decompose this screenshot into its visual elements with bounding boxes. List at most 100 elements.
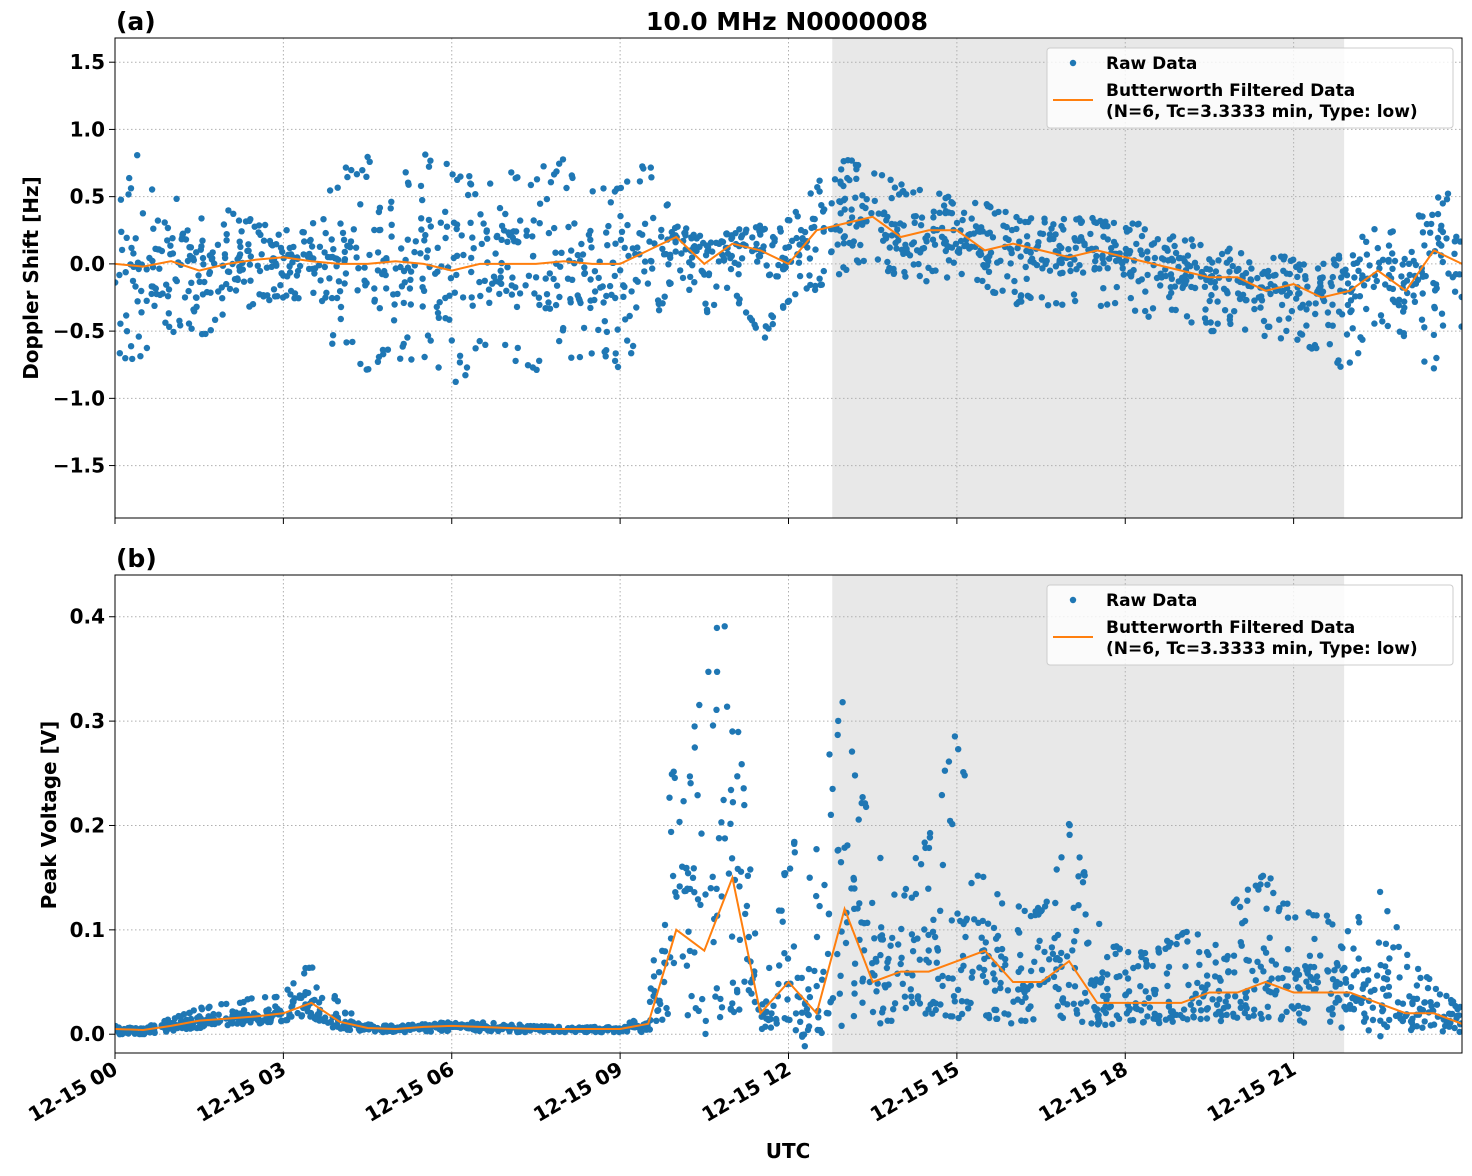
raw-data-point [1295, 1010, 1303, 1017]
raw-data-point [190, 257, 197, 264]
raw-data-point [284, 1016, 291, 1024]
raw-data-point [394, 290, 401, 298]
raw-data-point [664, 201, 671, 208]
raw-data-point [561, 1028, 569, 1036]
raw-data-point [376, 305, 383, 312]
axes-frame [114, 574, 1463, 1054]
raw-data-point [1204, 981, 1211, 988]
raw-data-point [169, 250, 177, 257]
raw-data-point [1337, 943, 1345, 950]
raw-data-point [670, 768, 677, 775]
raw-data-point [667, 828, 675, 836]
raw-data-point [997, 984, 1004, 992]
raw-data-point [366, 158, 373, 165]
raw-data-point [1011, 288, 1018, 295]
raw-data-point [1251, 297, 1258, 304]
raw-data-point [1091, 982, 1098, 989]
legend-raw-marker [1069, 596, 1077, 604]
raw-data-point [1262, 985, 1269, 992]
raw-data-point [377, 226, 384, 234]
raw-data-point [1183, 928, 1190, 936]
raw-data-point [328, 236, 335, 243]
raw-data-point [922, 1010, 929, 1017]
raw-data-point [118, 246, 126, 254]
raw-data-point [644, 280, 652, 287]
raw-data-point [621, 283, 628, 290]
raw-data-point [684, 1012, 691, 1019]
raw-data-point [546, 270, 553, 277]
raw-data-point [1435, 194, 1442, 201]
raw-data-point [1142, 988, 1149, 995]
raw-data-point [449, 171, 456, 178]
raw-data-point [1214, 320, 1221, 327]
raw-data-point [1303, 967, 1310, 974]
raw-data-point [1179, 1014, 1187, 1022]
raw-data-point [1421, 1018, 1428, 1025]
raw-data-point [1342, 976, 1349, 983]
raw-data-point [624, 337, 631, 344]
raw-data-point [690, 865, 697, 872]
raw-data-point [612, 350, 619, 357]
raw-data-point [1288, 307, 1296, 315]
raw-data-point [760, 243, 767, 250]
raw-data-point [1166, 236, 1174, 243]
raw-data-point [628, 288, 635, 295]
raw-data-point [1141, 949, 1149, 957]
raw-data-point [1003, 223, 1010, 231]
raw-data-point [748, 317, 756, 324]
raw-data-point [309, 220, 317, 227]
raw-data-point [1066, 831, 1073, 838]
raw-data-point [1196, 961, 1203, 968]
raw-data-point [1184, 261, 1191, 268]
raw-data-point [888, 1017, 895, 1024]
raw-data-point [1187, 1001, 1195, 1008]
raw-data-point [966, 231, 974, 238]
raw-data-point [628, 350, 635, 357]
raw-data-point [1396, 328, 1404, 335]
raw-data-point [1031, 958, 1038, 965]
raw-data-point [391, 301, 398, 308]
raw-data-point [737, 868, 745, 875]
y-tick-label: 0.3 [70, 709, 105, 733]
y-tick-label: 0.5 [70, 185, 105, 209]
raw-data-point [159, 290, 166, 297]
raw-data-point [1160, 256, 1168, 263]
raw-data-point [339, 229, 347, 237]
raw-data-point [951, 998, 958, 1005]
raw-data-point [476, 278, 483, 286]
raw-data-point [1283, 1008, 1290, 1015]
raw-data-point [321, 249, 328, 256]
raw-data-point [374, 249, 382, 256]
raw-data-point [463, 364, 471, 371]
raw-data-point [1048, 944, 1056, 951]
raw-data-point [1059, 301, 1066, 308]
raw-data-point [702, 1017, 709, 1025]
raw-data-point [1125, 1007, 1133, 1014]
raw-data-point [1294, 336, 1301, 343]
raw-data-point [397, 355, 404, 362]
raw-data-point [143, 344, 151, 352]
raw-data-point [464, 191, 472, 199]
raw-data-point [646, 1026, 653, 1033]
raw-data-point [591, 288, 599, 295]
raw-data-point [871, 170, 878, 177]
raw-data-point [1109, 1020, 1116, 1028]
raw-data-point [185, 320, 193, 327]
raw-data-point [680, 798, 687, 805]
raw-data-point [1272, 961, 1280, 968]
raw-data-point [263, 1008, 270, 1016]
raw-data-point [563, 184, 570, 192]
raw-data-point [261, 994, 269, 1001]
raw-data-point [376, 204, 384, 211]
raw-data-point [226, 285, 234, 293]
raw-data-point [667, 254, 674, 261]
raw-data-point [932, 267, 939, 274]
raw-data-point [122, 269, 129, 276]
raw-data-point [707, 885, 714, 892]
raw-data-point [1237, 250, 1245, 257]
raw-data-point [530, 252, 537, 260]
raw-data-point [1027, 912, 1035, 920]
raw-data-point [718, 1004, 726, 1011]
panel-a: −1.5−1.0−0.50.00.51.01.5 Raw DataButterwo… [53, 37, 1463, 524]
